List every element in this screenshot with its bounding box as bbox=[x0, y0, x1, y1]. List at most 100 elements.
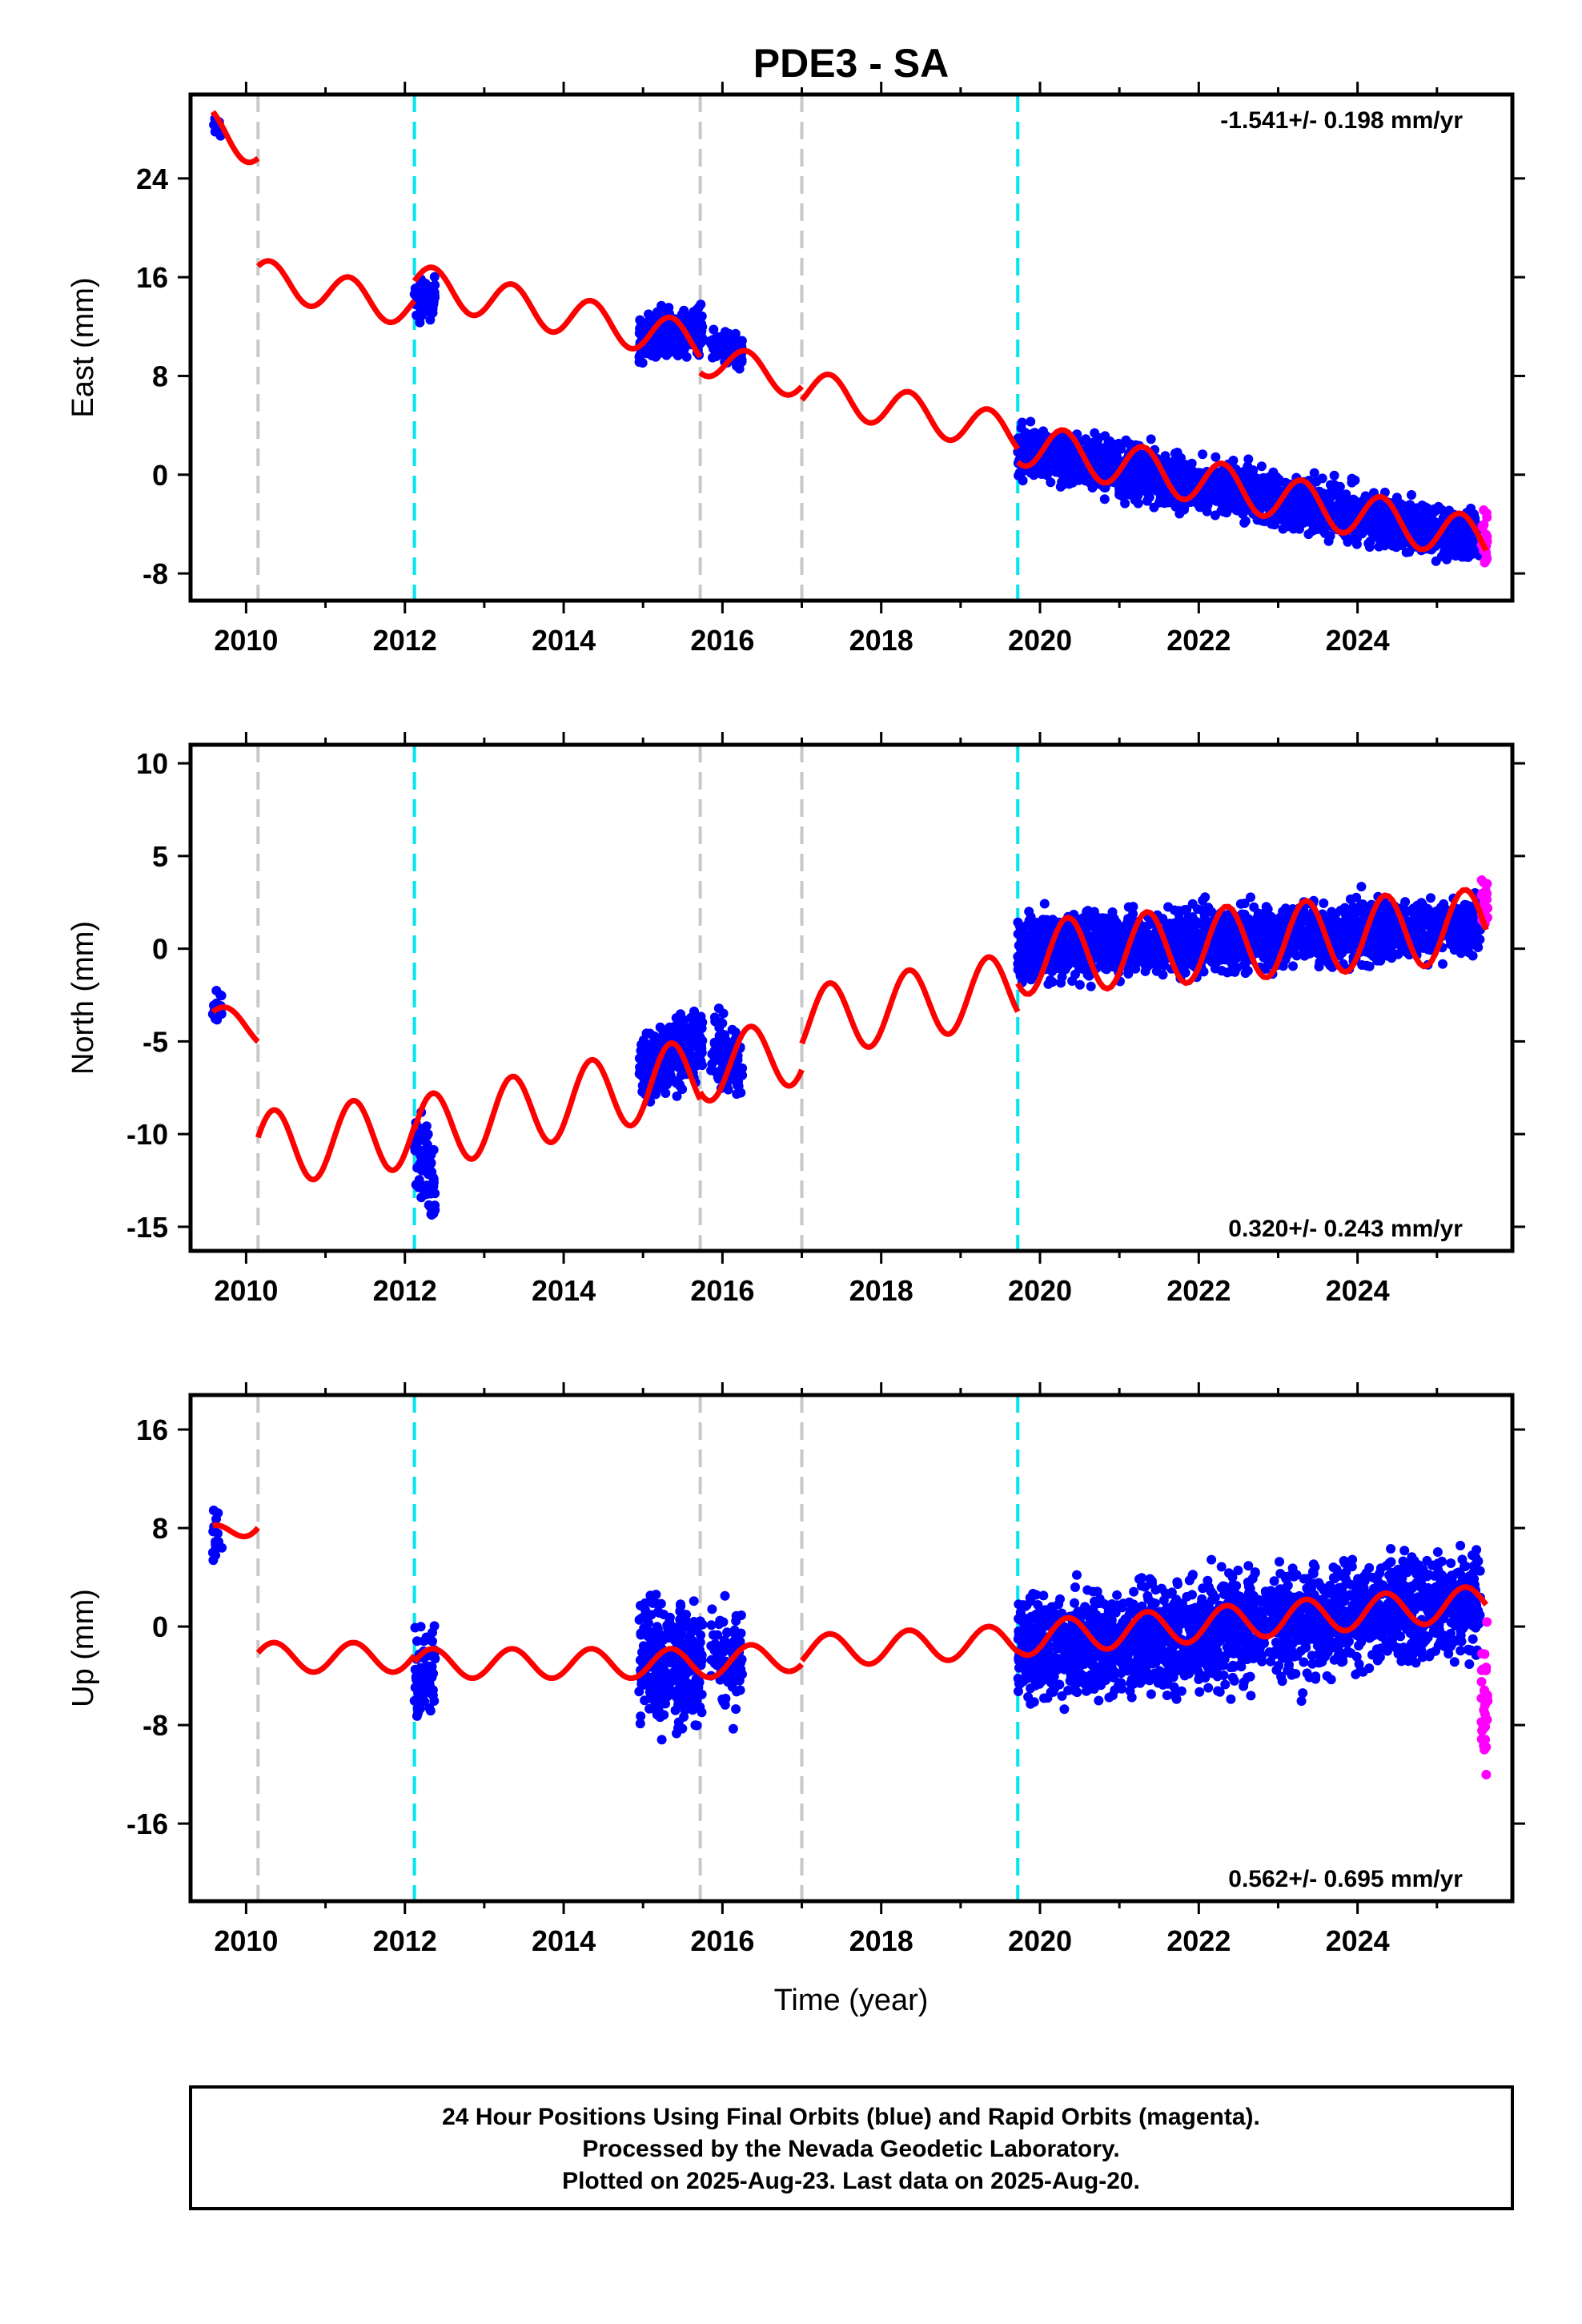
final-orbit-point bbox=[1312, 525, 1323, 534]
final-orbit-point bbox=[1235, 501, 1246, 511]
final-orbit-point bbox=[1442, 546, 1452, 557]
final-orbit-point bbox=[1426, 893, 1435, 903]
final-orbit-point bbox=[1407, 490, 1416, 500]
final-orbit-point bbox=[1200, 892, 1211, 903]
final-orbit-point bbox=[656, 1083, 666, 1092]
final-orbit-point bbox=[1144, 492, 1154, 502]
final-orbit-point bbox=[727, 1024, 737, 1035]
final-orbit-point bbox=[1056, 978, 1066, 988]
final-orbit-point bbox=[1365, 536, 1375, 546]
final-orbit-point bbox=[670, 1056, 681, 1067]
final-orbit-point bbox=[1190, 473, 1200, 483]
final-orbit-point bbox=[428, 1172, 438, 1183]
final-orbit-point bbox=[425, 315, 436, 325]
final-orbit-point bbox=[1036, 436, 1046, 446]
final-orbit-point bbox=[1454, 514, 1464, 525]
final-orbit-point bbox=[211, 986, 222, 995]
final-orbit-point bbox=[732, 1089, 742, 1100]
final-orbit-point bbox=[415, 317, 425, 328]
final-orbit-point bbox=[425, 1202, 436, 1212]
final-orbit-point bbox=[635, 324, 645, 333]
final-orbit-point bbox=[1182, 480, 1193, 490]
final-orbit-point bbox=[1259, 952, 1269, 963]
final-orbit-point bbox=[1162, 459, 1173, 468]
final-orbit-point bbox=[1291, 488, 1301, 498]
final-orbit-point bbox=[1058, 480, 1068, 490]
final-orbit-point bbox=[1086, 981, 1096, 991]
final-orbit-point bbox=[639, 1081, 648, 1092]
final-orbit-point bbox=[419, 1136, 429, 1146]
final-orbit-point bbox=[737, 1070, 748, 1080]
final-orbit-point bbox=[1024, 433, 1034, 444]
x-tick-label: 2016 bbox=[690, 624, 754, 657]
final-orbit-point bbox=[1379, 518, 1389, 529]
final-orbit-point bbox=[674, 332, 685, 342]
final-orbit-point bbox=[1140, 456, 1150, 466]
final-orbit-point bbox=[1239, 899, 1250, 909]
final-orbit-point bbox=[655, 346, 665, 356]
final-orbit-point bbox=[1336, 516, 1347, 526]
final-orbit-point bbox=[635, 1067, 645, 1077]
final-orbit-point bbox=[679, 305, 689, 316]
rapid-orbit-point bbox=[1481, 555, 1492, 565]
final-orbit-point bbox=[1029, 470, 1039, 480]
final-orbit-point bbox=[1157, 489, 1167, 500]
final-orbit-point bbox=[1175, 464, 1186, 475]
final-orbit-point bbox=[1314, 515, 1324, 525]
final-orbit-point bbox=[1299, 517, 1309, 528]
final-orbit-point bbox=[1099, 451, 1109, 461]
final-orbit-point bbox=[1309, 468, 1319, 478]
final-orbit-point bbox=[1048, 456, 1058, 467]
final-orbit-point bbox=[1407, 507, 1416, 517]
final-orbit-point bbox=[1358, 899, 1368, 910]
final-orbit-point bbox=[1106, 460, 1117, 470]
final-orbit-point bbox=[1024, 907, 1034, 917]
north-panel: 2010 2012 2014 2016 2018 2020 2022 20241050-5-1… bbox=[66, 732, 1525, 1307]
model-fit-curve bbox=[698, 348, 805, 398]
x-tick-label: 2010 bbox=[214, 624, 278, 657]
final-orbit-point bbox=[1468, 951, 1478, 961]
final-orbit-point bbox=[1060, 433, 1070, 444]
final-orbit-point bbox=[657, 1068, 668, 1079]
final-orbit-point bbox=[686, 1052, 697, 1063]
final-orbit-point bbox=[656, 300, 667, 311]
final-orbit-point bbox=[1101, 913, 1111, 923]
final-orbit-point bbox=[1271, 489, 1281, 499]
y-tick-label: -8 bbox=[143, 557, 168, 590]
final-orbit-point bbox=[1076, 464, 1086, 475]
rapid-orbit-point bbox=[1479, 505, 1489, 515]
final-orbit-point bbox=[713, 1003, 724, 1014]
final-orbit-point bbox=[675, 1081, 685, 1092]
final-orbit-point bbox=[1276, 513, 1287, 523]
final-orbit-point bbox=[1198, 449, 1208, 460]
final-orbit-point bbox=[706, 1065, 717, 1076]
final-orbit-point bbox=[1186, 461, 1196, 472]
final-orbit-point bbox=[649, 1033, 660, 1043]
final-orbit-point bbox=[729, 1070, 740, 1080]
y-tick-label: 16 bbox=[136, 261, 168, 294]
final-orbit-point bbox=[1319, 898, 1329, 908]
final-orbit-point bbox=[638, 1035, 648, 1045]
final-orbit-point bbox=[1140, 470, 1150, 480]
final-orbit-point bbox=[649, 1050, 660, 1060]
y-tick-label: 8 bbox=[152, 360, 168, 392]
final-orbit-point bbox=[672, 1091, 682, 1101]
final-orbit-point bbox=[1366, 520, 1376, 530]
final-orbit-point bbox=[665, 1022, 675, 1032]
final-orbit-point bbox=[724, 333, 734, 344]
final-orbit-point bbox=[1216, 966, 1227, 975]
x-tick-label: 2024 bbox=[1326, 624, 1390, 657]
final-orbit-point bbox=[1228, 456, 1239, 465]
final-orbit-point bbox=[427, 1210, 437, 1220]
final-orbit-point bbox=[693, 1013, 703, 1023]
final-orbit-point bbox=[1374, 541, 1384, 552]
final-orbit-point bbox=[1325, 960, 1335, 971]
final-orbit-point bbox=[1356, 882, 1367, 892]
y-tick-label: 24 bbox=[136, 163, 168, 195]
final-orbit-point bbox=[1029, 440, 1039, 451]
final-orbit-point bbox=[1371, 505, 1381, 516]
rapid-orbit-point bbox=[1477, 521, 1488, 531]
final-orbit-point bbox=[713, 1072, 723, 1083]
final-orbit-point bbox=[1272, 480, 1283, 490]
